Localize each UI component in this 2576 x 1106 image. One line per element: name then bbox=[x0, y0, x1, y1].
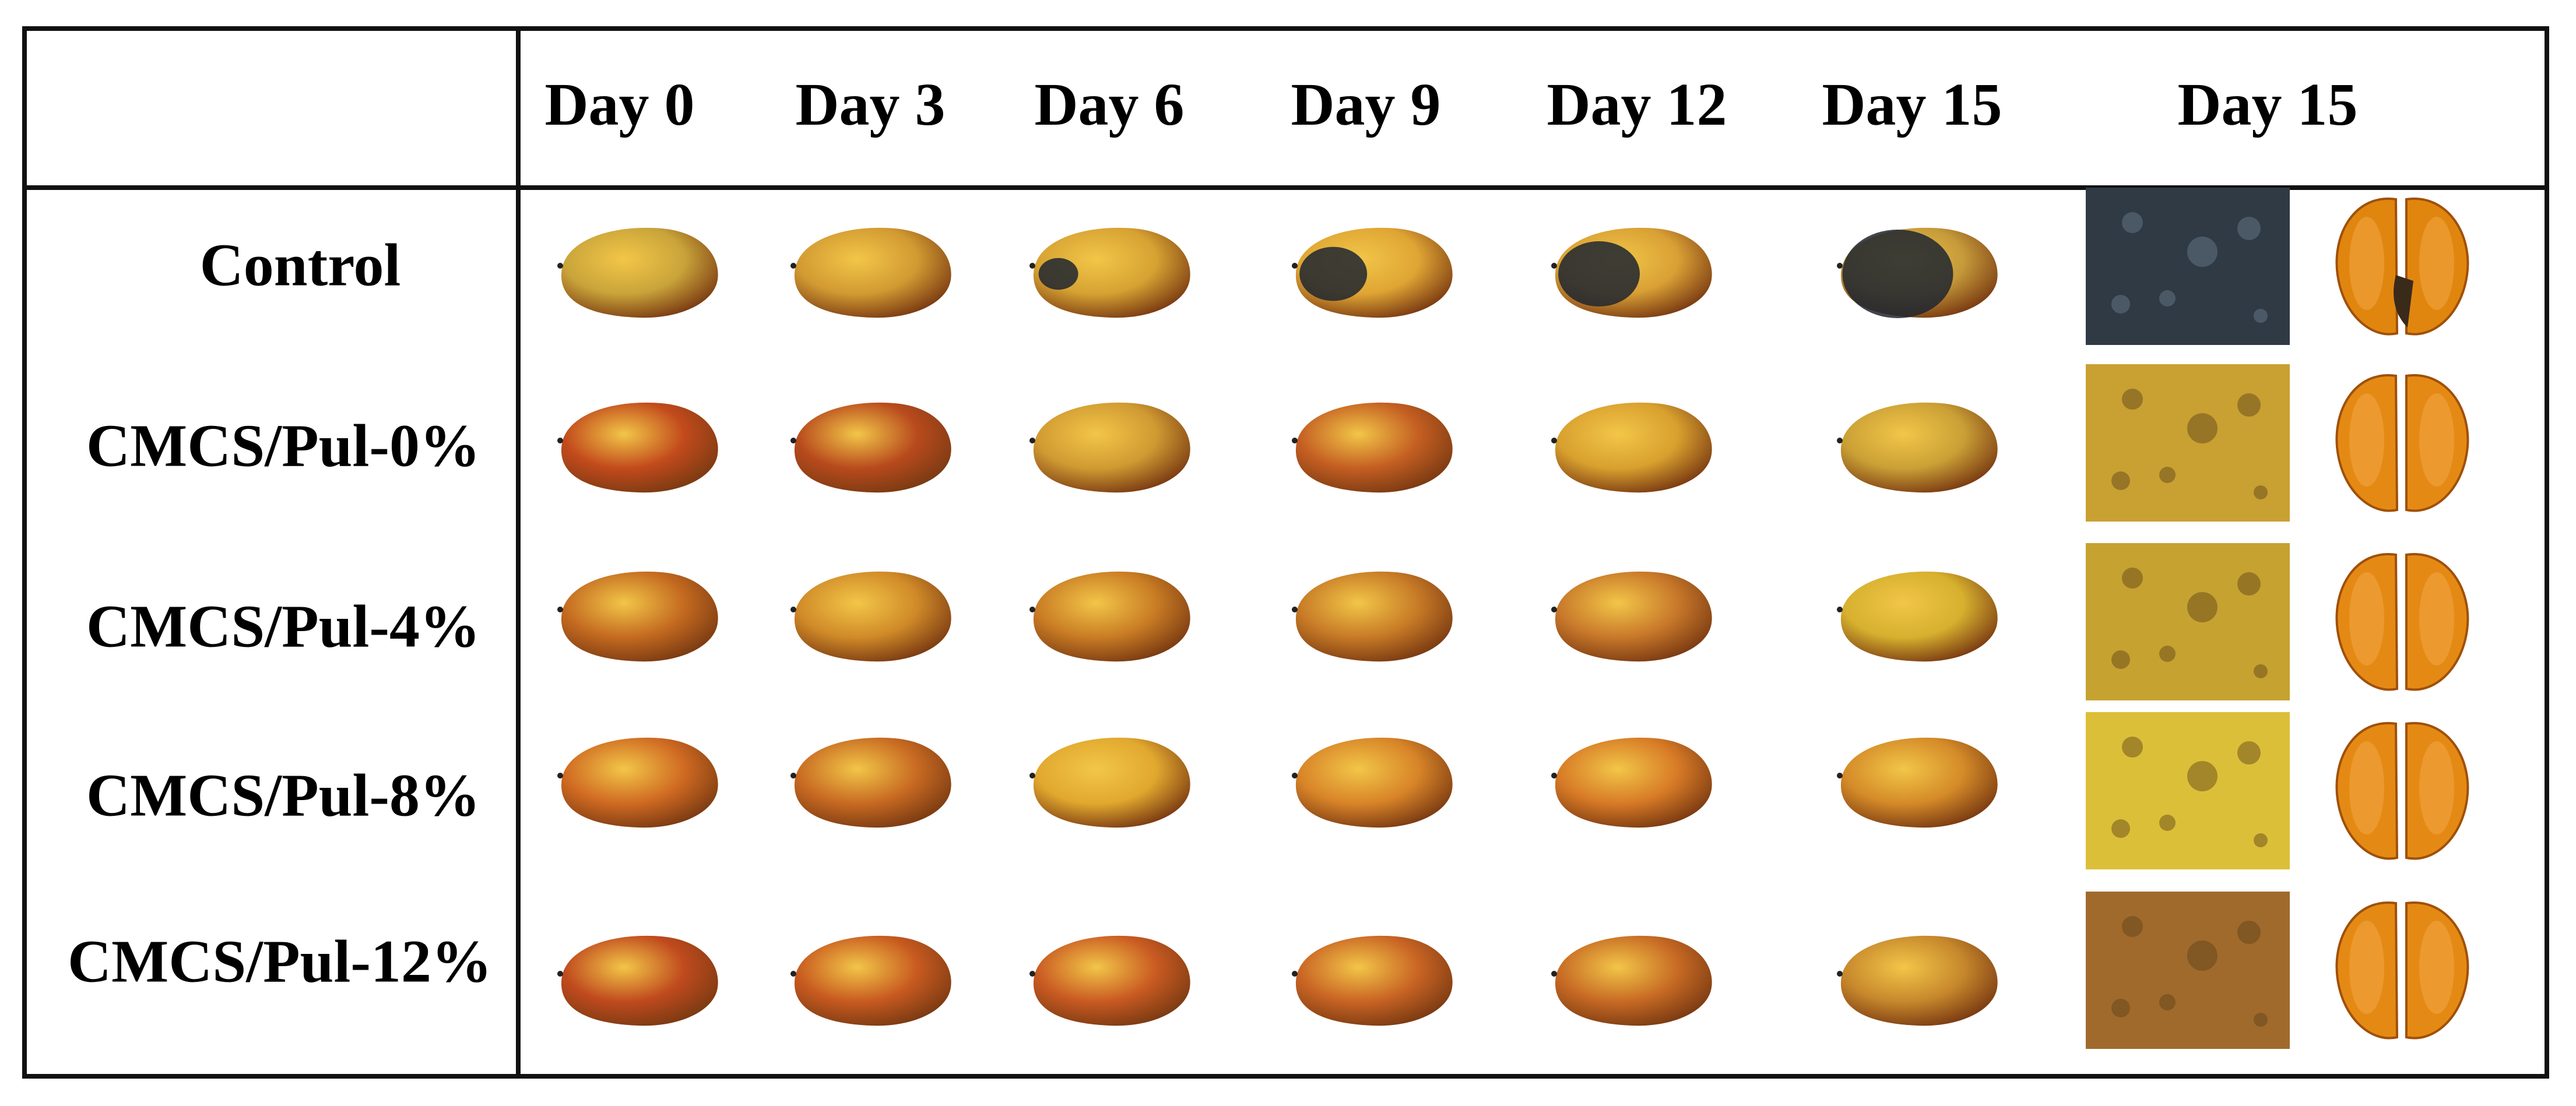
mango-photo bbox=[1029, 571, 1190, 662]
label-column-divider bbox=[516, 26, 521, 1079]
mango-photo bbox=[557, 402, 718, 493]
mango-photo bbox=[557, 571, 718, 662]
mango-photo bbox=[1837, 737, 1998, 828]
mango-photo bbox=[1551, 227, 1712, 318]
column-header-day-15-detail: Day 15 bbox=[2177, 71, 2358, 138]
mango-photo bbox=[1292, 935, 1453, 1026]
row-label-cmcs-pul-8: CMCS/Pul-8% bbox=[86, 762, 480, 829]
peel-closeup-photo bbox=[2086, 364, 2290, 522]
peel-closeup-photo bbox=[2086, 543, 2290, 700]
row-label-control: Control bbox=[199, 231, 401, 299]
mango-photo bbox=[1837, 935, 1998, 1026]
mango-photo bbox=[790, 227, 951, 318]
mango-photo bbox=[1837, 402, 1998, 493]
mango-cross-section-photo bbox=[2335, 553, 2469, 691]
mango-photo bbox=[1029, 402, 1190, 493]
peel-closeup-photo bbox=[2086, 892, 2290, 1049]
mango-photo bbox=[1551, 571, 1712, 662]
mango-photo bbox=[790, 935, 951, 1026]
table-frame bbox=[22, 26, 2549, 1079]
mango-photo bbox=[1837, 571, 1998, 662]
column-header-day-6: Day 6 bbox=[1034, 71, 1185, 138]
row-label-cmcs-pul-4: CMCS/Pul-4% bbox=[86, 593, 480, 660]
mango-photo bbox=[1029, 935, 1190, 1026]
mango-photo bbox=[1551, 402, 1712, 493]
column-header-day-0: Day 0 bbox=[544, 71, 695, 138]
column-header-day-15: Day 15 bbox=[1822, 71, 2002, 138]
mango-cross-section-photo bbox=[2335, 198, 2469, 336]
mango-photo bbox=[557, 935, 718, 1026]
peel-closeup-photo bbox=[2086, 712, 2290, 869]
header-divider bbox=[22, 185, 2549, 190]
column-header-day-9: Day 9 bbox=[1291, 71, 1441, 138]
mango-photo bbox=[1029, 737, 1190, 828]
mango-photo bbox=[790, 571, 951, 662]
mango-photo bbox=[1292, 571, 1453, 662]
mango-cross-section-photo bbox=[2335, 722, 2469, 860]
mango-photo bbox=[1551, 737, 1712, 828]
row-label-cmcs-pul-0: CMCS/Pul-0% bbox=[86, 412, 480, 480]
mango-photo bbox=[1292, 737, 1453, 828]
mango-photo bbox=[790, 737, 951, 828]
mango-photo bbox=[1292, 402, 1453, 493]
mango-photo bbox=[790, 402, 951, 493]
mango-photo bbox=[1029, 227, 1190, 318]
mango-cross-section-photo bbox=[2335, 374, 2469, 512]
mango-photo bbox=[1837, 227, 1998, 318]
mango-photo bbox=[1292, 227, 1453, 318]
mango-photo bbox=[557, 227, 718, 318]
peel-closeup-photo bbox=[2086, 188, 2290, 345]
mango-cross-section-photo bbox=[2335, 901, 2469, 1040]
row-label-cmcs-pul-12: CMCS/Pul-12% bbox=[68, 928, 492, 995]
mango-photo bbox=[557, 737, 718, 828]
mango-photo bbox=[1551, 935, 1712, 1026]
column-header-day-3: Day 3 bbox=[795, 71, 946, 138]
column-header-day-12: Day 12 bbox=[1547, 71, 1727, 138]
